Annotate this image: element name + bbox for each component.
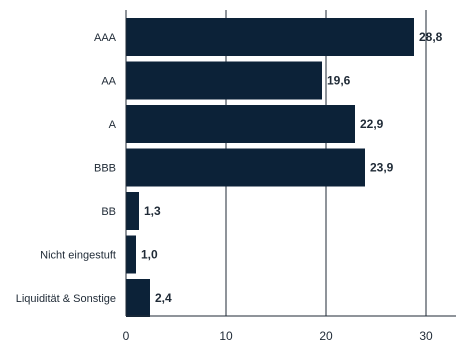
data-label: 28,8 <box>419 30 443 44</box>
category-label: Nicht eingestuft <box>40 250 116 262</box>
x-tick-label: 10 <box>219 329 233 343</box>
data-label: 1,0 <box>141 248 158 262</box>
category-label: Liquidität & Sonstige <box>16 293 116 305</box>
x-tick-label: 0 <box>123 329 130 343</box>
x-tick-label: 20 <box>319 329 333 343</box>
data-label: 2,4 <box>155 291 172 305</box>
x-tick-label: 30 <box>419 329 433 343</box>
bar-1 <box>126 61 322 100</box>
category-label: AAA <box>94 32 117 44</box>
data-label: 19,6 <box>327 74 351 88</box>
label-layer: AAA 28,8 AA 19,6 A 22,9 BBB 23,9 BB 1,3 Nicht eing… <box>16 30 443 305</box>
category-label: BBB <box>94 163 116 175</box>
category-label: BB <box>101 206 116 218</box>
data-label: 1,3 <box>144 204 161 218</box>
bar-2 <box>126 105 355 143</box>
bar-layer <box>126 18 414 317</box>
data-label: 23,9 <box>370 161 394 175</box>
bar-5 <box>126 235 136 274</box>
axis-layer: 0 10 20 30 <box>123 10 456 343</box>
category-label: A <box>109 119 117 131</box>
category-label: AA <box>101 76 116 88</box>
bar-6 <box>126 279 150 317</box>
bar-4 <box>126 192 139 230</box>
bar-3 <box>126 148 365 187</box>
bar-0 <box>126 18 414 56</box>
data-label: 22,9 <box>360 117 384 131</box>
